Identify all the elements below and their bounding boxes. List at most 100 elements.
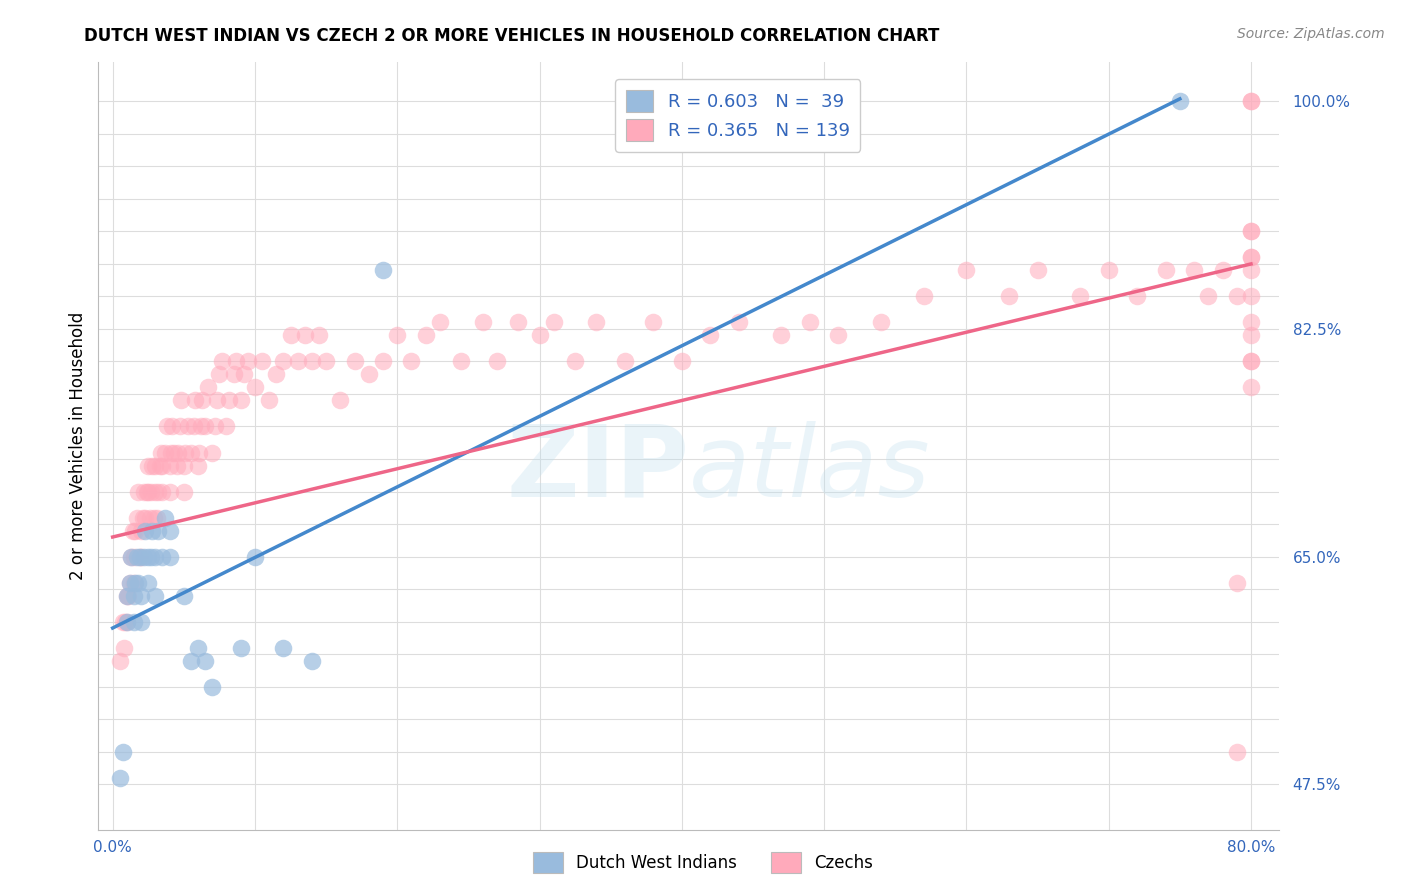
Point — [208, 368, 231, 382]
Point — [122, 549, 145, 564]
Point — [136, 549, 159, 564]
Point — [120, 549, 142, 564]
Point — [315, 354, 337, 368]
Point — [401, 354, 423, 368]
Point — [143, 458, 166, 473]
Point — [998, 289, 1021, 303]
Point — [273, 640, 295, 655]
Point — [529, 328, 551, 343]
Point — [184, 393, 207, 408]
Point — [799, 316, 821, 330]
Point — [257, 393, 280, 408]
Point — [215, 419, 238, 434]
Point — [1212, 263, 1234, 277]
Point — [1240, 354, 1263, 368]
Point — [183, 419, 205, 434]
Point — [177, 419, 200, 434]
Point — [613, 354, 636, 368]
Point — [1240, 95, 1263, 109]
Point — [180, 445, 202, 459]
Point — [152, 458, 174, 473]
Point — [159, 484, 181, 499]
Point — [250, 354, 273, 368]
Point — [124, 524, 146, 538]
Text: ZIP: ZIP — [506, 420, 689, 517]
Point — [543, 316, 565, 330]
Point — [508, 316, 530, 330]
Point — [166, 458, 188, 473]
Point — [138, 510, 160, 524]
Point — [162, 419, 184, 434]
Point — [125, 510, 148, 524]
Point — [129, 549, 152, 564]
Point — [1240, 316, 1263, 330]
Point — [142, 510, 165, 524]
Point — [141, 458, 163, 473]
Point — [108, 771, 131, 785]
Point — [1240, 95, 1263, 109]
Point — [187, 640, 209, 655]
Point — [229, 640, 252, 655]
Point — [1069, 289, 1091, 303]
Point — [128, 549, 150, 564]
Point — [308, 328, 330, 343]
Point — [471, 316, 494, 330]
Point — [139, 484, 162, 499]
Point — [201, 445, 224, 459]
Point — [117, 589, 139, 603]
Point — [173, 458, 195, 473]
Text: DUTCH WEST INDIAN VS CZECH 2 OR MORE VEHICLES IN HOUSEHOLD CORRELATION CHART: DUTCH WEST INDIAN VS CZECH 2 OR MORE VEH… — [84, 27, 939, 45]
Point — [159, 524, 181, 538]
Legend: Dutch West Indians, Czechs: Dutch West Indians, Czechs — [526, 846, 880, 880]
Point — [115, 589, 138, 603]
Point — [148, 484, 170, 499]
Point — [301, 654, 323, 668]
Point — [159, 549, 181, 564]
Point — [870, 316, 893, 330]
Point — [1197, 289, 1219, 303]
Legend: R = 0.603   N =  39, R = 0.365   N = 139: R = 0.603 N = 39, R = 0.365 N = 139 — [616, 79, 860, 152]
Point — [115, 615, 138, 629]
Point — [1026, 263, 1049, 277]
Point — [145, 510, 167, 524]
Point — [371, 263, 394, 277]
Point — [243, 549, 266, 564]
Point — [322, 836, 344, 850]
Point — [115, 589, 138, 603]
Point — [1126, 289, 1149, 303]
Point — [671, 354, 693, 368]
Point — [112, 640, 135, 655]
Point — [143, 589, 166, 603]
Point — [135, 484, 157, 499]
Text: atlas: atlas — [689, 420, 931, 517]
Point — [134, 524, 156, 538]
Point — [1226, 289, 1249, 303]
Point — [188, 445, 211, 459]
Point — [180, 654, 202, 668]
Point — [150, 445, 173, 459]
Point — [1240, 263, 1263, 277]
Point — [1240, 328, 1263, 343]
Point — [287, 354, 309, 368]
Point — [1240, 251, 1263, 265]
Point — [211, 354, 233, 368]
Point — [129, 524, 152, 538]
Y-axis label: 2 or more Vehicles in Household: 2 or more Vehicles in Household — [69, 312, 87, 580]
Point — [122, 575, 145, 590]
Point — [329, 393, 352, 408]
Point — [1168, 95, 1191, 109]
Point — [429, 316, 451, 330]
Point — [163, 445, 186, 459]
Point — [1240, 354, 1263, 368]
Point — [912, 289, 935, 303]
Point — [129, 589, 152, 603]
Point — [243, 380, 266, 394]
Point — [167, 445, 190, 459]
Point — [131, 510, 153, 524]
Point — [114, 615, 136, 629]
Point — [273, 354, 295, 368]
Point — [236, 354, 259, 368]
Point — [136, 484, 159, 499]
Point — [1098, 263, 1121, 277]
Point — [1226, 745, 1249, 759]
